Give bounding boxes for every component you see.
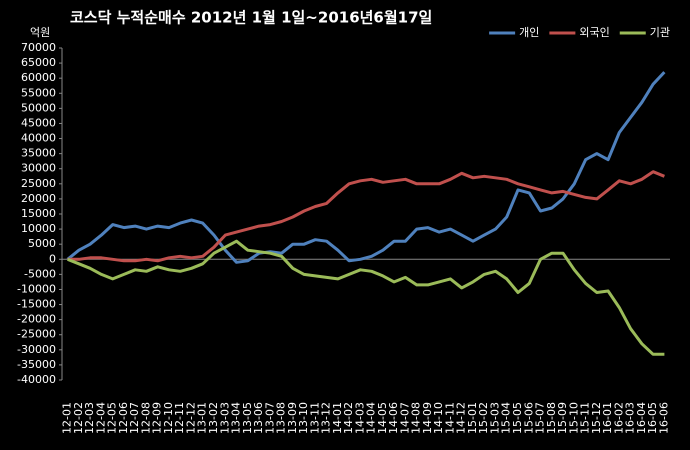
x-tick-label: 14-08	[410, 402, 423, 434]
x-tick-label: 12-06	[117, 402, 130, 434]
x-tick-label: 13-12	[320, 402, 333, 434]
x-tick-label: 13-03	[218, 402, 231, 434]
y-tick-label: 55000	[21, 86, 56, 99]
series-line	[66, 71, 666, 264]
x-tick-label: 15-05	[511, 402, 524, 434]
x-tick-label: 13-09	[286, 402, 299, 434]
y-tick-label: 10000	[21, 222, 56, 235]
x-tick-label: 14-01	[331, 402, 344, 434]
x-tick-label: 12-10	[162, 402, 175, 434]
x-tick-label: 14-07	[398, 402, 411, 434]
x-tick-label: 16-06	[657, 402, 670, 434]
x-tick-label: 15-01	[466, 402, 479, 434]
x-tick-label: 12-11	[173, 402, 186, 434]
x-tick-label: 14-05	[376, 402, 389, 434]
x-tick-label: 12-12	[184, 402, 197, 434]
y-tick-label: 0	[49, 252, 56, 265]
x-tick-label: 12-03	[83, 402, 96, 434]
legend-label: 외국인	[579, 26, 609, 39]
y-tick-label: -40000	[17, 373, 56, 386]
y-tick-label: 25000	[21, 177, 56, 190]
series-line	[67, 239, 665, 356]
x-tick-label: 14-09	[421, 402, 434, 434]
x-tick-label: 16-01	[601, 402, 614, 434]
y-tick-label: -10000	[17, 282, 56, 295]
x-tick-label: 12-02	[72, 402, 85, 434]
y-tick-label: 20000	[21, 192, 56, 205]
x-tick-label: 14-03	[353, 402, 366, 434]
y-unit: 억원	[30, 26, 50, 39]
x-tick-label: 15-09	[556, 402, 569, 434]
x-tick-label: 15-02	[477, 402, 490, 434]
y-tick-label: -5000	[24, 267, 56, 280]
x-tick-label: 13-01	[196, 402, 209, 434]
y-tick-label: 50000	[21, 101, 56, 114]
x-tick-label: 13-11	[308, 402, 321, 434]
x-tick-label: 13-08	[275, 402, 288, 434]
y-tick-label: -20000	[17, 313, 56, 326]
x-tick-label: 15-03	[488, 402, 501, 434]
x-tick-label: 15-07	[534, 402, 547, 434]
y-tick-label: 30000	[21, 162, 56, 175]
x-tick-label: 12-04	[94, 402, 107, 434]
y-tick-label: 45000	[21, 116, 56, 129]
x-tick-label: 15-10	[567, 402, 580, 434]
y-tick-label: -35000	[17, 358, 56, 371]
x-tick-label: 14-04	[365, 402, 378, 434]
x-tick-label: 14-06	[387, 402, 400, 434]
y-tick-label: 15000	[21, 207, 56, 220]
x-tick-label: 13-10	[297, 402, 310, 434]
x-tick-label: 13-02	[207, 402, 220, 434]
x-tick-label: 15-08	[545, 402, 558, 434]
x-tick-label: 12-05	[106, 402, 119, 434]
y-tick-label: 40000	[21, 132, 56, 145]
x-tick-label: 14-11	[443, 402, 456, 434]
x-tick-label: 12-09	[151, 402, 164, 434]
x-tick-label: 12-08	[139, 402, 152, 434]
x-tick-label: 15-06	[522, 402, 535, 434]
x-tick-label: 13-07	[263, 402, 276, 434]
y-tick-label: 60000	[21, 71, 56, 84]
x-tick-label: 14-10	[432, 402, 445, 434]
x-tick-label: 15-11	[579, 402, 592, 434]
x-tick-label: 14-12	[455, 402, 468, 434]
series-line	[67, 170, 665, 263]
x-tick-label: 16-04	[635, 402, 648, 434]
x-tick-label: 14-02	[342, 402, 355, 434]
y-tick-label: -15000	[17, 298, 56, 311]
x-tick-label: 13-06	[252, 402, 265, 434]
legend-label: 개인	[519, 26, 539, 39]
y-tick-label: 35000	[21, 147, 56, 160]
x-tick-label: 13-05	[241, 402, 254, 434]
y-tick-label: -25000	[17, 328, 56, 341]
x-tick-label: 15-04	[500, 402, 513, 434]
y-tick-label: 70000	[21, 41, 56, 54]
chart-title: 코스닥 누적순매수 2012년 1월 1일~2016년6월17일	[70, 9, 432, 27]
x-tick-label: 12-07	[128, 402, 141, 434]
x-tick-label: 15-12	[590, 402, 603, 434]
x-tick-label: 16-02	[612, 402, 625, 434]
y-tick-label: 65000	[21, 56, 56, 69]
legend-label: 기관	[650, 26, 670, 39]
x-tick-label: 12-01	[61, 402, 74, 434]
x-tick-label: 16-03	[624, 402, 637, 434]
y-tick-label: -30000	[17, 343, 56, 356]
x-tick-label: 13-04	[230, 402, 243, 434]
x-tick-label: 16-05	[646, 402, 659, 434]
y-tick-label: 5000	[28, 237, 56, 250]
